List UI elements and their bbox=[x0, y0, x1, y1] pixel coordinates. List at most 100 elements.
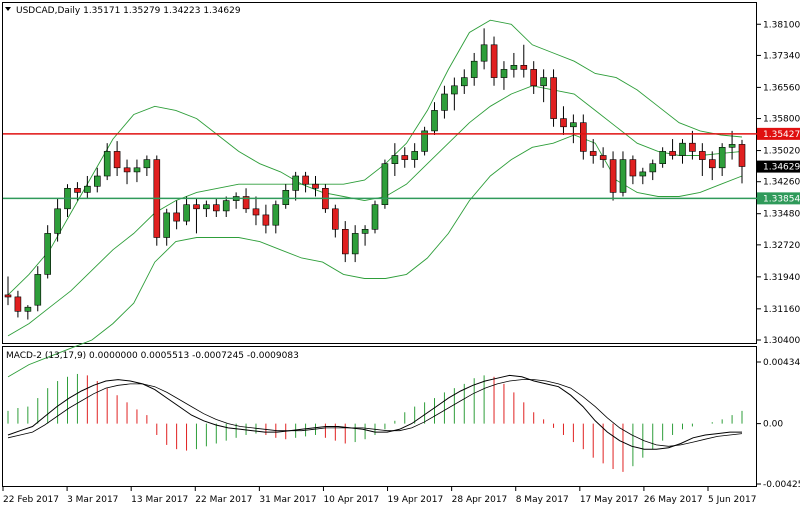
price-tick-label: 1.33480 bbox=[763, 210, 800, 220]
horizontal-levels[interactable] bbox=[3, 133, 757, 200]
time-tick-label: 28 Apr 2017 bbox=[452, 495, 508, 505]
candle bbox=[94, 167, 101, 193]
candle-body bbox=[331, 208, 339, 230]
candle bbox=[708, 151, 716, 181]
candle-body bbox=[282, 190, 290, 206]
candle bbox=[490, 36, 498, 86]
time-tick-label: 22 Mar 2017 bbox=[195, 495, 252, 505]
time-tick-label: 5 Jun 2017 bbox=[708, 495, 756, 505]
candle bbox=[302, 171, 309, 193]
resistance-price-tag: 1.35427 bbox=[757, 127, 800, 140]
candle-body bbox=[371, 204, 379, 230]
candle bbox=[351, 225, 359, 263]
candle bbox=[54, 198, 61, 242]
time-tick-label: 19 Apr 2017 bbox=[388, 495, 444, 505]
candle bbox=[451, 77, 458, 111]
candle bbox=[639, 167, 647, 185]
price-tick-label: 1.36560 bbox=[763, 83, 800, 93]
candle bbox=[361, 225, 369, 246]
candle-body bbox=[431, 110, 438, 132]
resistance-price-tag-box bbox=[757, 127, 800, 140]
candle-body bbox=[411, 151, 419, 160]
candle bbox=[550, 69, 557, 127]
candle-body bbox=[34, 274, 42, 306]
candle-body bbox=[619, 159, 627, 193]
candle-body bbox=[302, 175, 309, 185]
candle-body bbox=[203, 204, 210, 210]
candle bbox=[401, 147, 409, 168]
candle bbox=[589, 139, 597, 164]
time-tick-label: 13 Mar 2017 bbox=[131, 495, 188, 505]
support-price-tag: 1.33854 bbox=[757, 192, 800, 205]
candle-body bbox=[698, 151, 706, 160]
candle-body bbox=[401, 155, 409, 160]
macd-tick-label: 0.00 bbox=[763, 420, 783, 430]
candle bbox=[203, 200, 210, 217]
candle bbox=[421, 126, 428, 156]
candle bbox=[84, 175, 91, 199]
price-axis: 1.38100 1.37340 1.36560 1.35800 1.35020 1.342… bbox=[757, 20, 800, 346]
candle-body bbox=[133, 167, 141, 173]
candle-body bbox=[570, 122, 577, 128]
candle-body bbox=[74, 188, 81, 193]
candle-body bbox=[679, 142, 686, 156]
candle bbox=[629, 155, 637, 185]
candle bbox=[123, 159, 131, 185]
candle bbox=[609, 151, 617, 201]
candle-body bbox=[460, 77, 468, 87]
candle-body bbox=[54, 208, 61, 234]
candle bbox=[540, 69, 547, 103]
candle-body bbox=[341, 229, 349, 255]
candle bbox=[371, 200, 379, 234]
candle bbox=[411, 143, 419, 168]
price-tick-label: 1.35020 bbox=[763, 147, 800, 157]
candle bbox=[579, 114, 587, 160]
candle-body bbox=[689, 142, 696, 152]
candle-body bbox=[272, 204, 280, 226]
candle bbox=[193, 198, 200, 234]
triangle-down-icon[interactable] bbox=[5, 7, 11, 11]
candle-body bbox=[312, 183, 319, 189]
resistance-price-tag-text: 1.35427 bbox=[763, 130, 800, 140]
candle-body bbox=[659, 151, 667, 164]
lower-band-line bbox=[7, 134, 743, 378]
candle bbox=[500, 61, 508, 90]
candle-body bbox=[669, 151, 676, 156]
candle bbox=[431, 102, 438, 135]
candle bbox=[272, 200, 280, 234]
candle bbox=[113, 141, 121, 176]
candle-body bbox=[609, 159, 617, 193]
candle bbox=[262, 204, 270, 234]
candle bbox=[133, 159, 141, 183]
candle-body bbox=[649, 163, 657, 173]
candle bbox=[34, 266, 42, 312]
candle bbox=[530, 61, 538, 94]
candle bbox=[689, 130, 696, 160]
time-tick-label: 8 May 2017 bbox=[516, 495, 569, 505]
candle bbox=[24, 305, 32, 320]
candle-body bbox=[451, 85, 458, 95]
current-price-tag-text: 1.34629 bbox=[763, 163, 800, 173]
candle-body bbox=[173, 212, 180, 222]
candle-body bbox=[44, 233, 52, 275]
candle bbox=[520, 44, 528, 78]
candle-body bbox=[84, 185, 91, 193]
price-tick-label: 1.38100 bbox=[763, 20, 800, 30]
symbol-info: USDCAD,Daily 1.35171 1.35279 1.34223 1.3… bbox=[16, 6, 241, 16]
current-price-tag: 1.34629 bbox=[757, 160, 800, 173]
time-axis: 22 Feb 2017 3 Mar 2017 13 Mar 2017 22 Mar 2… bbox=[2, 487, 756, 505]
candle bbox=[441, 85, 448, 119]
candle-body bbox=[94, 175, 101, 187]
candle-body bbox=[718, 147, 726, 169]
candle bbox=[510, 52, 518, 78]
candle-body bbox=[292, 175, 300, 191]
candle-body bbox=[103, 151, 111, 177]
price-tick-label: 1.37340 bbox=[763, 51, 800, 61]
candle-body bbox=[143, 159, 151, 169]
candle-body bbox=[14, 296, 22, 312]
price-tick-label: 1.30400 bbox=[763, 336, 800, 346]
candle bbox=[153, 155, 161, 246]
candle-body bbox=[213, 204, 220, 212]
candle-body bbox=[500, 69, 508, 78]
